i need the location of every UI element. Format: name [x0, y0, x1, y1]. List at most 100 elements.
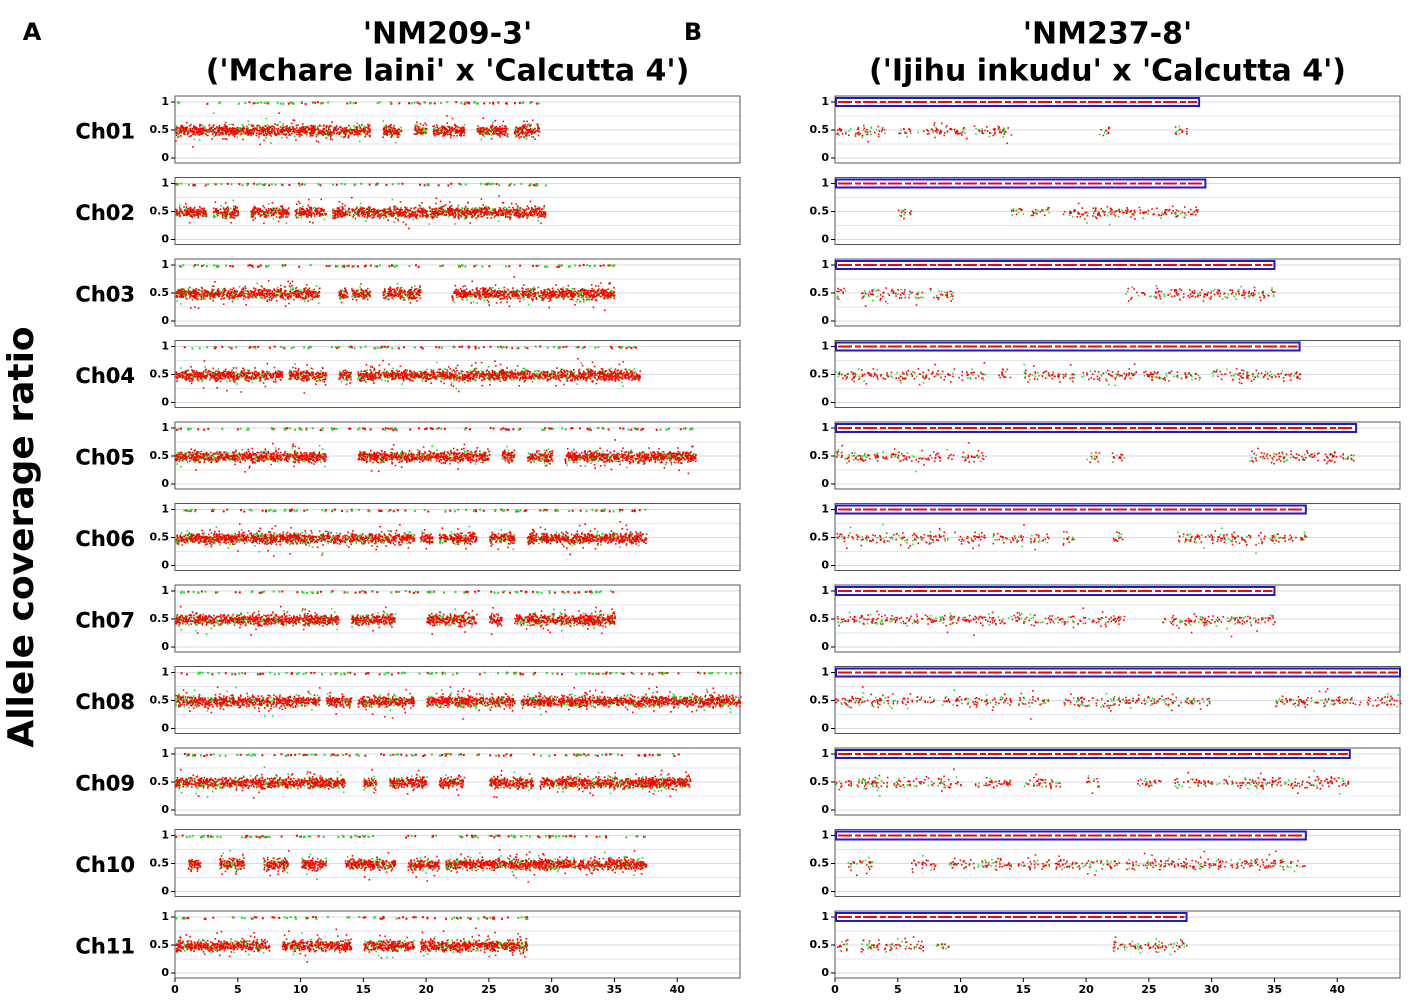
coverage-points	[897, 208, 912, 220]
coverage-points	[175, 442, 327, 473]
x-tick-label: 40	[670, 983, 686, 996]
coverage-points	[514, 606, 616, 635]
chromosome-panel: Ch03 0 0.5 1	[75, 258, 1401, 327]
coverage-points	[438, 774, 466, 796]
coverage-points	[1174, 126, 1188, 135]
y-tick-label: 0.5	[150, 286, 170, 299]
coverage-points	[382, 285, 422, 304]
y-tick-label: 0.5	[810, 775, 830, 788]
y-tick-label: 0.5	[150, 123, 170, 136]
coverage-points	[1112, 938, 1186, 956]
coverage-points	[426, 608, 477, 628]
chromosome-panel: Ch07 0 0.5 1	[75, 584, 1401, 653]
coverage-points	[489, 531, 516, 551]
panel-label: A	[23, 18, 42, 46]
coverage-points	[476, 117, 509, 140]
x-tick-label: 30	[1204, 983, 1220, 996]
coverage-points	[1030, 207, 1050, 217]
y-tick-label: 0.5	[150, 775, 170, 788]
coverage-points	[836, 124, 886, 143]
high-ratio-points	[185, 508, 641, 513]
coverage-points	[301, 856, 327, 872]
coverage-points	[1030, 534, 1049, 544]
x-tick-label: 10	[953, 983, 969, 996]
coverage-points	[1251, 447, 1355, 465]
coverage-points	[413, 121, 428, 135]
coverage-points	[338, 287, 349, 304]
coverage-points	[407, 855, 441, 882]
coverage-points	[577, 686, 742, 714]
coverage-points	[1143, 372, 1201, 381]
chromosome-panel: Ch06 0 0.5 1	[75, 503, 741, 572]
chromosome-panel: Ch01 0 0.5 1	[75, 95, 1401, 164]
coverage-points	[836, 692, 936, 710]
chromosome-label: Ch09	[75, 772, 135, 796]
y-tick-label: 1	[161, 503, 169, 516]
coverage-points	[836, 527, 946, 549]
chromosome-label: Ch05	[75, 446, 135, 470]
chromosome-label: Ch04	[75, 364, 135, 388]
high-ratio-points	[197, 671, 738, 676]
coverage-points	[1211, 368, 1299, 379]
coverage-points	[847, 859, 873, 877]
coverage-points	[338, 370, 353, 383]
y-tick-label: 0	[161, 314, 169, 327]
y-tick-label: 0	[821, 396, 829, 409]
coverage-points	[419, 529, 434, 550]
coverage-points	[973, 125, 1013, 145]
coverage-points	[438, 527, 478, 550]
coverage-points	[212, 201, 240, 224]
coverage-points	[489, 612, 503, 627]
coverage-points	[861, 287, 923, 307]
y-tick-label: 1	[821, 177, 829, 190]
high-ratio-points	[178, 427, 694, 431]
coverage-points	[250, 202, 290, 225]
coverage-points	[835, 368, 986, 384]
coverage-points	[389, 769, 428, 795]
y-tick-label: 1	[161, 666, 169, 679]
coverage-points	[432, 115, 466, 139]
y-tick-label: 1	[821, 747, 829, 760]
y-tick-label: 0	[821, 314, 829, 327]
chromosome-panel: Ch01 0 0.5 1	[75, 95, 741, 164]
y-tick-label: 0.5	[810, 857, 830, 870]
x-tick-label: 20	[1078, 983, 1094, 996]
chromosome-label: Ch02	[75, 201, 135, 225]
y-tick-label: 1	[161, 829, 169, 842]
y-tick-label: 0.5	[150, 857, 170, 870]
coverage-points	[1082, 363, 1137, 382]
x-tick-label: 10	[293, 983, 309, 996]
chromosome-panel: Ch02 0 0.5 1	[75, 177, 741, 246]
coverage-points	[1020, 859, 1050, 869]
coverage-points	[1005, 370, 1007, 379]
coverage-points	[175, 203, 207, 224]
y-tick-label: 0.5	[150, 449, 170, 462]
panel-label: B	[684, 18, 702, 46]
y-tick-label: 0	[161, 966, 169, 979]
chromosome-label: Ch03	[75, 283, 135, 307]
coverage-points	[836, 288, 847, 299]
coverage-points	[351, 283, 372, 301]
coverage-points	[451, 276, 615, 312]
chromosome-panel: Ch10 0 0.5 1	[75, 829, 741, 898]
haplotype-box	[835, 912, 1188, 922]
coverage-points	[992, 533, 1024, 548]
x-tick-label: 30	[544, 983, 560, 996]
y-tick-label: 0.5	[810, 449, 830, 462]
coverage-points	[488, 529, 516, 551]
coverage-points	[898, 127, 912, 135]
coverage-points	[263, 857, 289, 874]
coverage-points	[1128, 857, 1301, 873]
chromosome-label: Ch07	[75, 609, 135, 633]
coverage-points	[835, 768, 962, 792]
y-tick-label: 0	[161, 233, 169, 246]
coverage-points	[1112, 531, 1124, 542]
coverage-points	[219, 853, 245, 875]
y-tick-label: 0.5	[150, 368, 170, 381]
high-ratio-points	[180, 264, 616, 268]
chromosome-label: Ch07	[75, 609, 135, 633]
coverage-points	[961, 442, 985, 463]
y-tick-label: 1	[161, 258, 169, 271]
y-tick-label: 0.5	[810, 368, 830, 381]
